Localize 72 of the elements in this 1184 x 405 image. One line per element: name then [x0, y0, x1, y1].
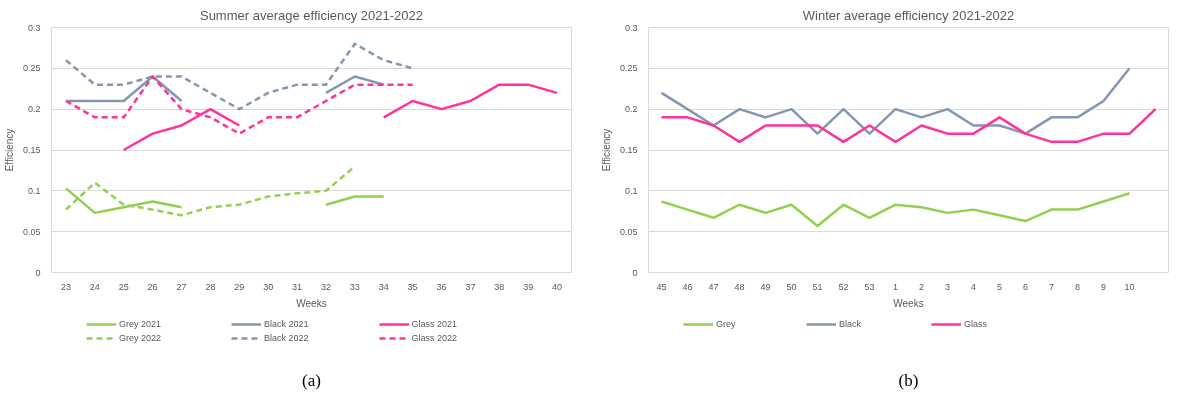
x-tick-label: 38	[494, 281, 505, 292]
text: (b)	[898, 370, 919, 390]
x-tick-label: 34	[378, 281, 389, 292]
x-tick-label: 39	[523, 281, 534, 292]
x-tick-label: 5	[997, 281, 1003, 292]
y-axis-title: Efficiency	[600, 128, 612, 172]
x-tick-label: 6	[1023, 281, 1029, 292]
x-tick-label: 49	[760, 281, 771, 292]
x-axis-title: Weeks	[296, 297, 327, 309]
x-tick-label: 28	[205, 281, 216, 292]
x-tick-label: 46	[682, 281, 693, 292]
x-tick-label: 47	[708, 281, 719, 292]
y-tick-label: 0.05	[619, 226, 638, 237]
y-axis-title: Efficiency	[3, 128, 15, 172]
y-tick-label: 0.3	[27, 22, 41, 33]
x-tick-label: 2	[919, 281, 925, 292]
x-tick-label: 26	[147, 281, 158, 292]
line-series	[660, 192, 1131, 228]
x-tick-label: 3	[945, 281, 951, 292]
x-tick-label: 7	[1049, 281, 1055, 292]
y-tick-label: 0.2	[624, 104, 638, 115]
x-axis-title: Weeks	[893, 297, 924, 309]
line-series	[660, 107, 1157, 144]
y-tick-label: 0.25	[22, 63, 41, 74]
x-tick-label: 50	[786, 281, 797, 292]
x-tick-label: 8	[1075, 281, 1081, 292]
x-tick-label: 9	[1101, 281, 1107, 292]
y-tick-label: 0.1	[27, 185, 41, 196]
x-tick-label: 25	[118, 281, 129, 292]
x-tick-label: 24	[89, 281, 100, 292]
y-tick-label: 0	[35, 267, 41, 278]
x-tick-label: 31	[292, 281, 303, 292]
legend-label: Grey 2022	[119, 333, 162, 343]
x-tick-label: 29	[234, 281, 245, 292]
legend-label: Black 2022	[264, 333, 309, 343]
x-tick-label: 35	[407, 281, 418, 292]
y-tick-label: 0	[632, 267, 638, 278]
legend-label: Glass	[964, 319, 988, 329]
legend-label: Grey	[716, 319, 736, 329]
y-tick-label: 0.05	[22, 226, 41, 237]
x-tick-label: 52	[838, 281, 849, 292]
x-tick-label: 30	[263, 281, 274, 292]
legend-label: Glass 2021	[411, 319, 458, 329]
x-tick-label: 23	[60, 281, 71, 292]
x-tick-label: 37	[465, 281, 476, 292]
legend-label: Glass 2022	[411, 333, 458, 343]
x-tick-label: 45	[656, 281, 667, 292]
y-tick-label: 0.15	[22, 145, 41, 155]
y-tick-label: 0.3	[624, 22, 638, 33]
x-tick-label: 51	[812, 281, 823, 292]
y-tick-label: 0.25	[619, 63, 638, 74]
x-tick-label: 48	[734, 281, 745, 292]
x-tick-label: 36	[436, 281, 447, 292]
chart-title: Summer average efficiency 2021-2022	[199, 7, 424, 23]
y-tick-label: 0.15	[619, 145, 638, 155]
chart-title: Winter average efficiency 2021-2022	[802, 7, 1015, 23]
x-tick-label: 33	[349, 281, 360, 292]
x-tick-label: 32	[320, 281, 331, 292]
x-tick-label: 1	[893, 281, 899, 292]
line-series	[64, 42, 414, 111]
legend-label: Grey 2021	[119, 319, 162, 329]
x-tick-label: 4	[971, 281, 977, 292]
legend-label: Black	[839, 319, 862, 329]
y-tick-label: 0.2	[27, 104, 41, 115]
y-tick-label: 0.1	[624, 185, 638, 196]
legend-label: Black 2021	[264, 319, 309, 329]
x-tick-label: 10	[1124, 281, 1135, 292]
text: (a)	[302, 370, 321, 390]
line-series	[660, 67, 1131, 135]
x-tick-label: 40	[552, 281, 563, 292]
x-tick-label: 27	[176, 281, 187, 292]
x-tick-label: 53	[864, 281, 875, 292]
